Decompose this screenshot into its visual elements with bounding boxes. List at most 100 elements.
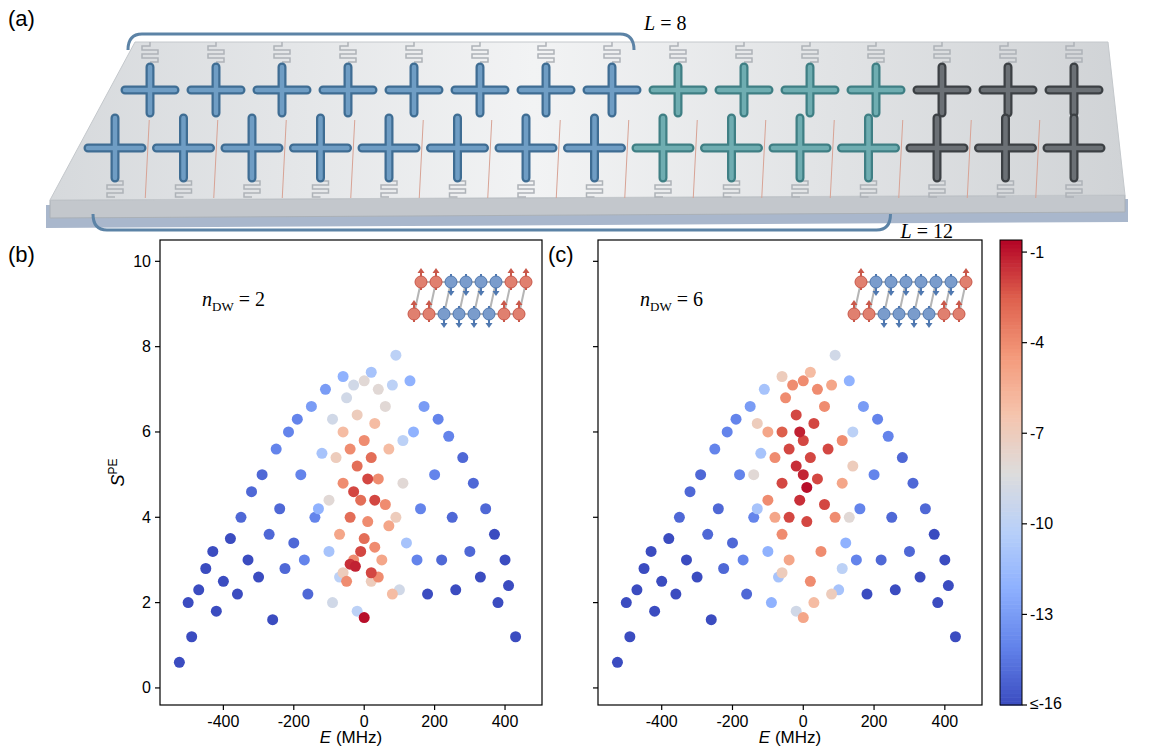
- qubit: [157, 118, 211, 178]
- colorbar-slice: [1000, 473, 1022, 477]
- colorbar-slice: [1000, 608, 1022, 612]
- colorbar-slice: [1000, 488, 1022, 492]
- spin: [453, 308, 465, 320]
- colorbar-slice: [1000, 535, 1022, 539]
- points: [612, 350, 961, 668]
- colorbar-tick: [1022, 251, 1027, 252]
- qubit: [785, 67, 835, 113]
- colorbar-slice: [1000, 306, 1022, 310]
- bracket: [128, 34, 634, 50]
- colorbar-tick-label: ≤-16: [1030, 695, 1062, 712]
- point: [338, 426, 349, 437]
- qubit: [362, 118, 416, 178]
- spin-arrow-head: [956, 300, 963, 305]
- colorbar-slice: [1000, 690, 1022, 694]
- point: [468, 478, 479, 489]
- qubit-highlight: [521, 67, 571, 113]
- colorbar-slice: [1000, 391, 1022, 395]
- colorbar-slice: [1000, 418, 1022, 422]
- qubit-highlight: [719, 67, 769, 113]
- point: [777, 371, 788, 382]
- colorbar-slice: [1000, 566, 1022, 570]
- qubit: [653, 67, 703, 113]
- point: [373, 473, 384, 484]
- colorbar-slice: [1000, 550, 1022, 554]
- x-tick-label: -400: [646, 713, 678, 730]
- point: [766, 597, 777, 608]
- colorbar-slice: [1000, 523, 1022, 527]
- qubit: [225, 118, 279, 178]
- point: [218, 576, 229, 587]
- point: [798, 469, 809, 480]
- resonator: [472, 42, 488, 62]
- point: [433, 414, 444, 425]
- colorbar-slice: [1000, 403, 1022, 407]
- point: [794, 495, 805, 506]
- point: [292, 414, 303, 425]
- colorbar-slice: [1000, 600, 1022, 604]
- point: [383, 444, 394, 455]
- resonator: [274, 42, 290, 62]
- point: [503, 580, 514, 591]
- resonator: [450, 181, 466, 197]
- resonator: [313, 181, 329, 197]
- point: [819, 401, 830, 412]
- spin-arrow-head: [478, 291, 485, 296]
- spin: [908, 308, 920, 320]
- colorbar-slice: [1000, 314, 1022, 318]
- point: [422, 589, 433, 600]
- colorbar-slice: [1000, 639, 1022, 643]
- colorbar-slice: [1000, 612, 1022, 616]
- point: [207, 546, 218, 557]
- bracket-label: L = 12: [900, 220, 953, 242]
- text-part: DW: [650, 299, 672, 314]
- point: [369, 418, 380, 429]
- colorbar-slice: [1000, 411, 1022, 415]
- colorbar-slice: [1000, 453, 1022, 457]
- colorbar-slice: [1000, 496, 1022, 500]
- colorbar-slice: [1000, 492, 1022, 496]
- spin-arrow-head: [858, 268, 865, 273]
- spin: [415, 276, 427, 288]
- point: [447, 512, 458, 523]
- point: [264, 529, 275, 540]
- colorbar-slice: [1000, 577, 1022, 581]
- resonator: [929, 181, 945, 197]
- qubit-highlight: [979, 118, 1033, 178]
- qubit-highlight: [1047, 118, 1101, 178]
- qubit-highlight: [773, 118, 827, 178]
- y-tick-label: 0: [142, 679, 151, 696]
- point: [323, 546, 334, 557]
- control-line: [899, 120, 903, 198]
- point: [713, 503, 724, 514]
- qubit-highlight: [983, 67, 1033, 113]
- point: [412, 554, 423, 565]
- point: [915, 572, 926, 583]
- colorbar: -1-4-7-10-13≤-16: [1000, 240, 1062, 712]
- qubit-highlight: [636, 118, 690, 178]
- control-line: [556, 120, 560, 198]
- point: [805, 452, 816, 463]
- x-tick: [873, 705, 874, 710]
- point: [390, 350, 401, 361]
- colorbar-slice: [1000, 527, 1022, 531]
- colorbar-slice: [1000, 620, 1022, 624]
- bracket: [93, 214, 891, 230]
- point: [267, 614, 278, 625]
- point: [306, 401, 317, 412]
- spin: [885, 276, 897, 288]
- spin-arrow-head: [493, 291, 500, 296]
- point: [327, 597, 338, 608]
- point: [847, 461, 858, 472]
- point: [837, 563, 848, 574]
- text-part: = 12: [912, 220, 953, 242]
- point: [847, 426, 858, 437]
- point: [752, 418, 763, 429]
- resonator: [670, 42, 686, 62]
- x-tick: [661, 705, 662, 710]
- point: [271, 444, 282, 455]
- x-tick: [434, 705, 435, 710]
- point: [777, 567, 788, 578]
- point: [352, 461, 363, 472]
- y-tick: [155, 602, 160, 603]
